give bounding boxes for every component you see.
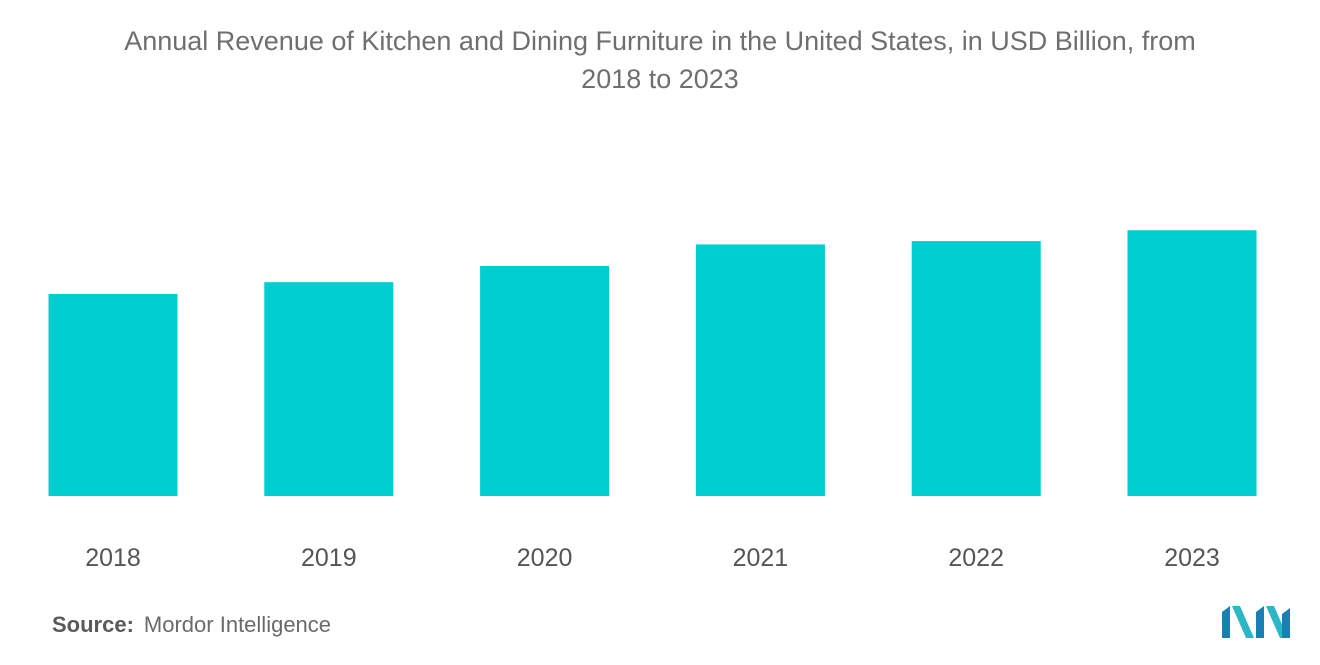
chart-title: Annual Revenue of Kitchen and Dining Fur… [0,22,1320,98]
chart-title-line-2: 2018 to 2023 [581,64,739,94]
bar-2018 [48,294,178,496]
bar-2019 [264,282,394,496]
bar-2023 [1127,230,1257,497]
x-tick-label-2018: 2018 [85,544,141,572]
bar-2020 [480,266,610,496]
mordor-intelligence-logo-icon [1222,606,1290,638]
bar-2021 [695,244,825,496]
x-tick-label-2020: 2020 [517,544,573,572]
x-tick-label-2019: 2019 [301,544,357,572]
x-tick-label-2023: 2023 [1164,544,1220,572]
source-note: Source: Mordor Intelligence [52,612,331,638]
source-text: Mordor Intelligence [143,612,332,637]
bar-2022 [911,241,1041,496]
x-tick-label-2021: 2021 [733,544,789,572]
source-label: Source: [52,612,134,637]
x-tick-label-2022: 2022 [948,544,1004,572]
chart-title-line-1: Annual Revenue of Kitchen and Dining Fur… [124,26,1196,56]
bar-chart: 2018 2019 2020 2021 2022 2023 [48,230,1257,572]
